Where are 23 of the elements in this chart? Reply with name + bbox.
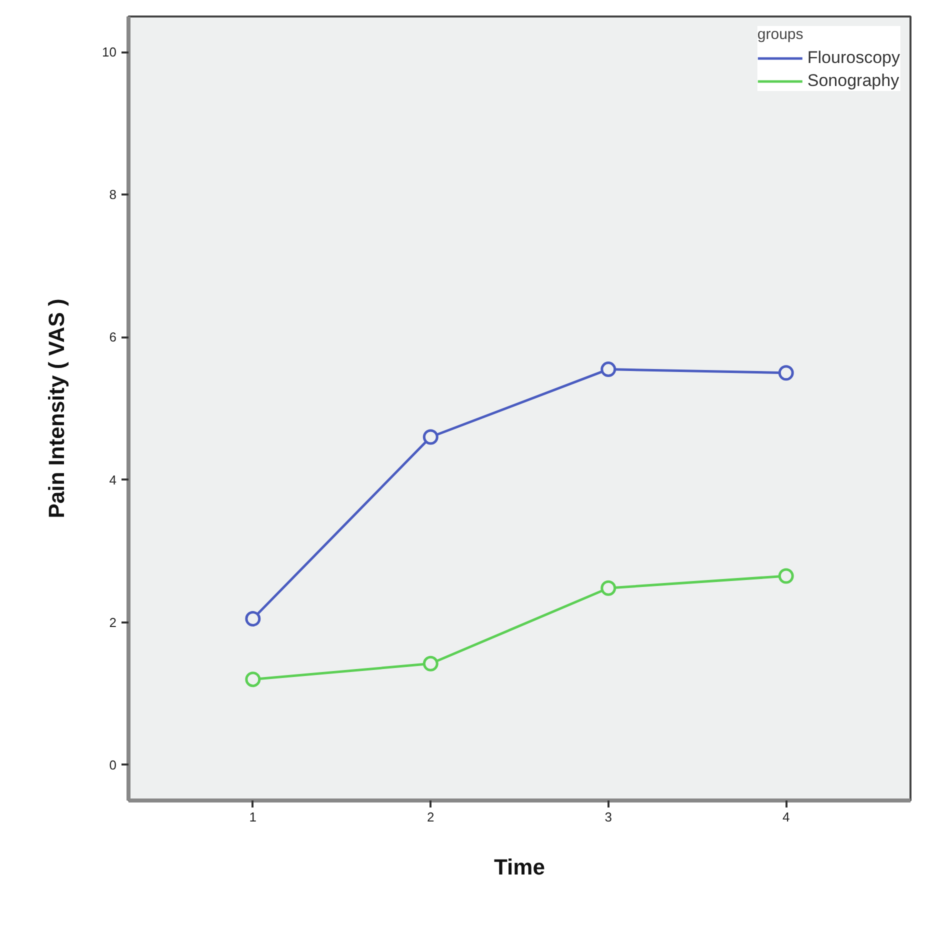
y-tick-label: 8 bbox=[109, 187, 117, 202]
point bbox=[422, 429, 438, 445]
y-tick-label: 10 bbox=[102, 44, 117, 60]
point bbox=[245, 672, 261, 688]
legend-title: groups bbox=[757, 26, 804, 43]
x-axis-title: Time bbox=[494, 854, 545, 880]
legend-label: Flouroscopy bbox=[807, 48, 900, 68]
y-tick-label: 6 bbox=[109, 330, 117, 345]
legend-label: Sonography bbox=[807, 71, 900, 91]
point bbox=[245, 611, 261, 626]
y-tick-label: 0 bbox=[109, 757, 117, 772]
y-tick-label: 2 bbox=[109, 614, 117, 630]
x-tick-label: 2 bbox=[427, 810, 434, 824]
point bbox=[600, 362, 616, 378]
y-tick-label: 4 bbox=[109, 472, 117, 488]
point bbox=[422, 656, 438, 672]
x-tick-label: 1 bbox=[249, 810, 257, 824]
point bbox=[778, 365, 794, 381]
point bbox=[778, 568, 794, 584]
x-tick-label: 4 bbox=[782, 810, 790, 824]
x-tick-label: 3 bbox=[604, 810, 612, 824]
y-axis-title: Pain Intensity ( VAS ) bbox=[44, 298, 70, 518]
point bbox=[600, 580, 616, 596]
